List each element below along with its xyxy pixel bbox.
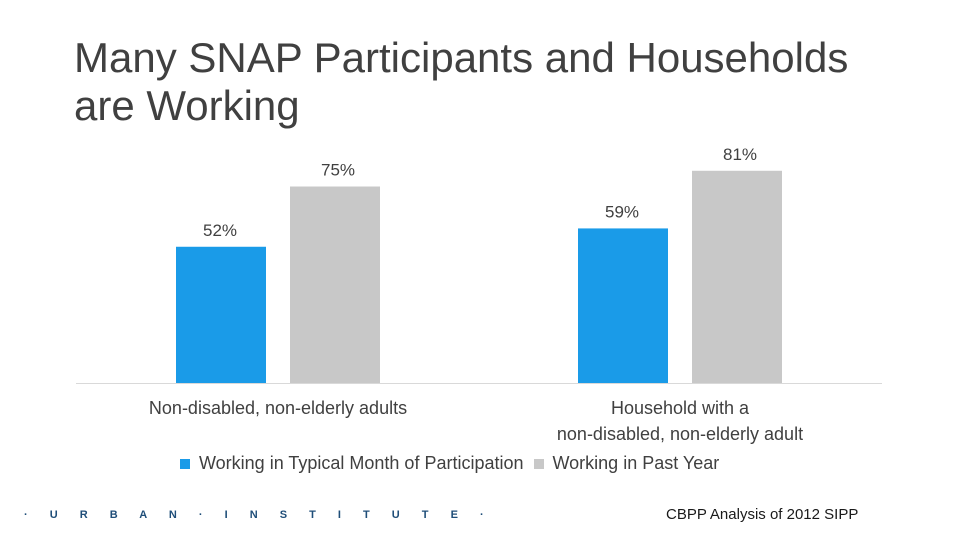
legend-label-typical-month: Working in Typical Month of Participatio… — [199, 453, 524, 473]
legend-item-typical-month: Working in Typical Month of Participatio… — [180, 453, 524, 474]
slide-title: Many SNAP Participants and Households ar… — [74, 34, 849, 129]
urban-institute-logo: · U R B A N · I N S T I T U T E · — [24, 509, 494, 521]
bar-typical-month-cat0 — [176, 246, 266, 383]
category-label-0-line0: Non-disabled, non-elderly adults — [149, 398, 407, 418]
bar-past-year-cat0 — [290, 186, 380, 383]
category-label-1-line1: non-disabled, non-elderly adult — [557, 424, 803, 444]
category-label-1-line0: Household with a — [611, 398, 750, 418]
bar-past-year-cat1 — [692, 170, 782, 383]
legend-label-past-year: Working in Past Year — [552, 453, 720, 473]
source-note: CBPP Analysis of 2012 SIPP — [666, 506, 859, 523]
legend-swatch-past-year — [533, 458, 544, 469]
data-label-typical-month-cat1: 59% — [605, 202, 639, 221]
bar-typical-month-cat1 — [578, 228, 668, 383]
legend-swatch-typical-month — [180, 458, 190, 469]
data-label-typical-month-cat0: 52% — [203, 221, 237, 240]
data-label-past-year-cat0: 75% — [321, 161, 355, 180]
legend-item-past-year: Working in Past Year — [533, 453, 720, 474]
data-label-past-year-cat1: 81% — [723, 145, 757, 164]
chart-legend: Working in Typical Month of Participatio… — [180, 453, 729, 474]
